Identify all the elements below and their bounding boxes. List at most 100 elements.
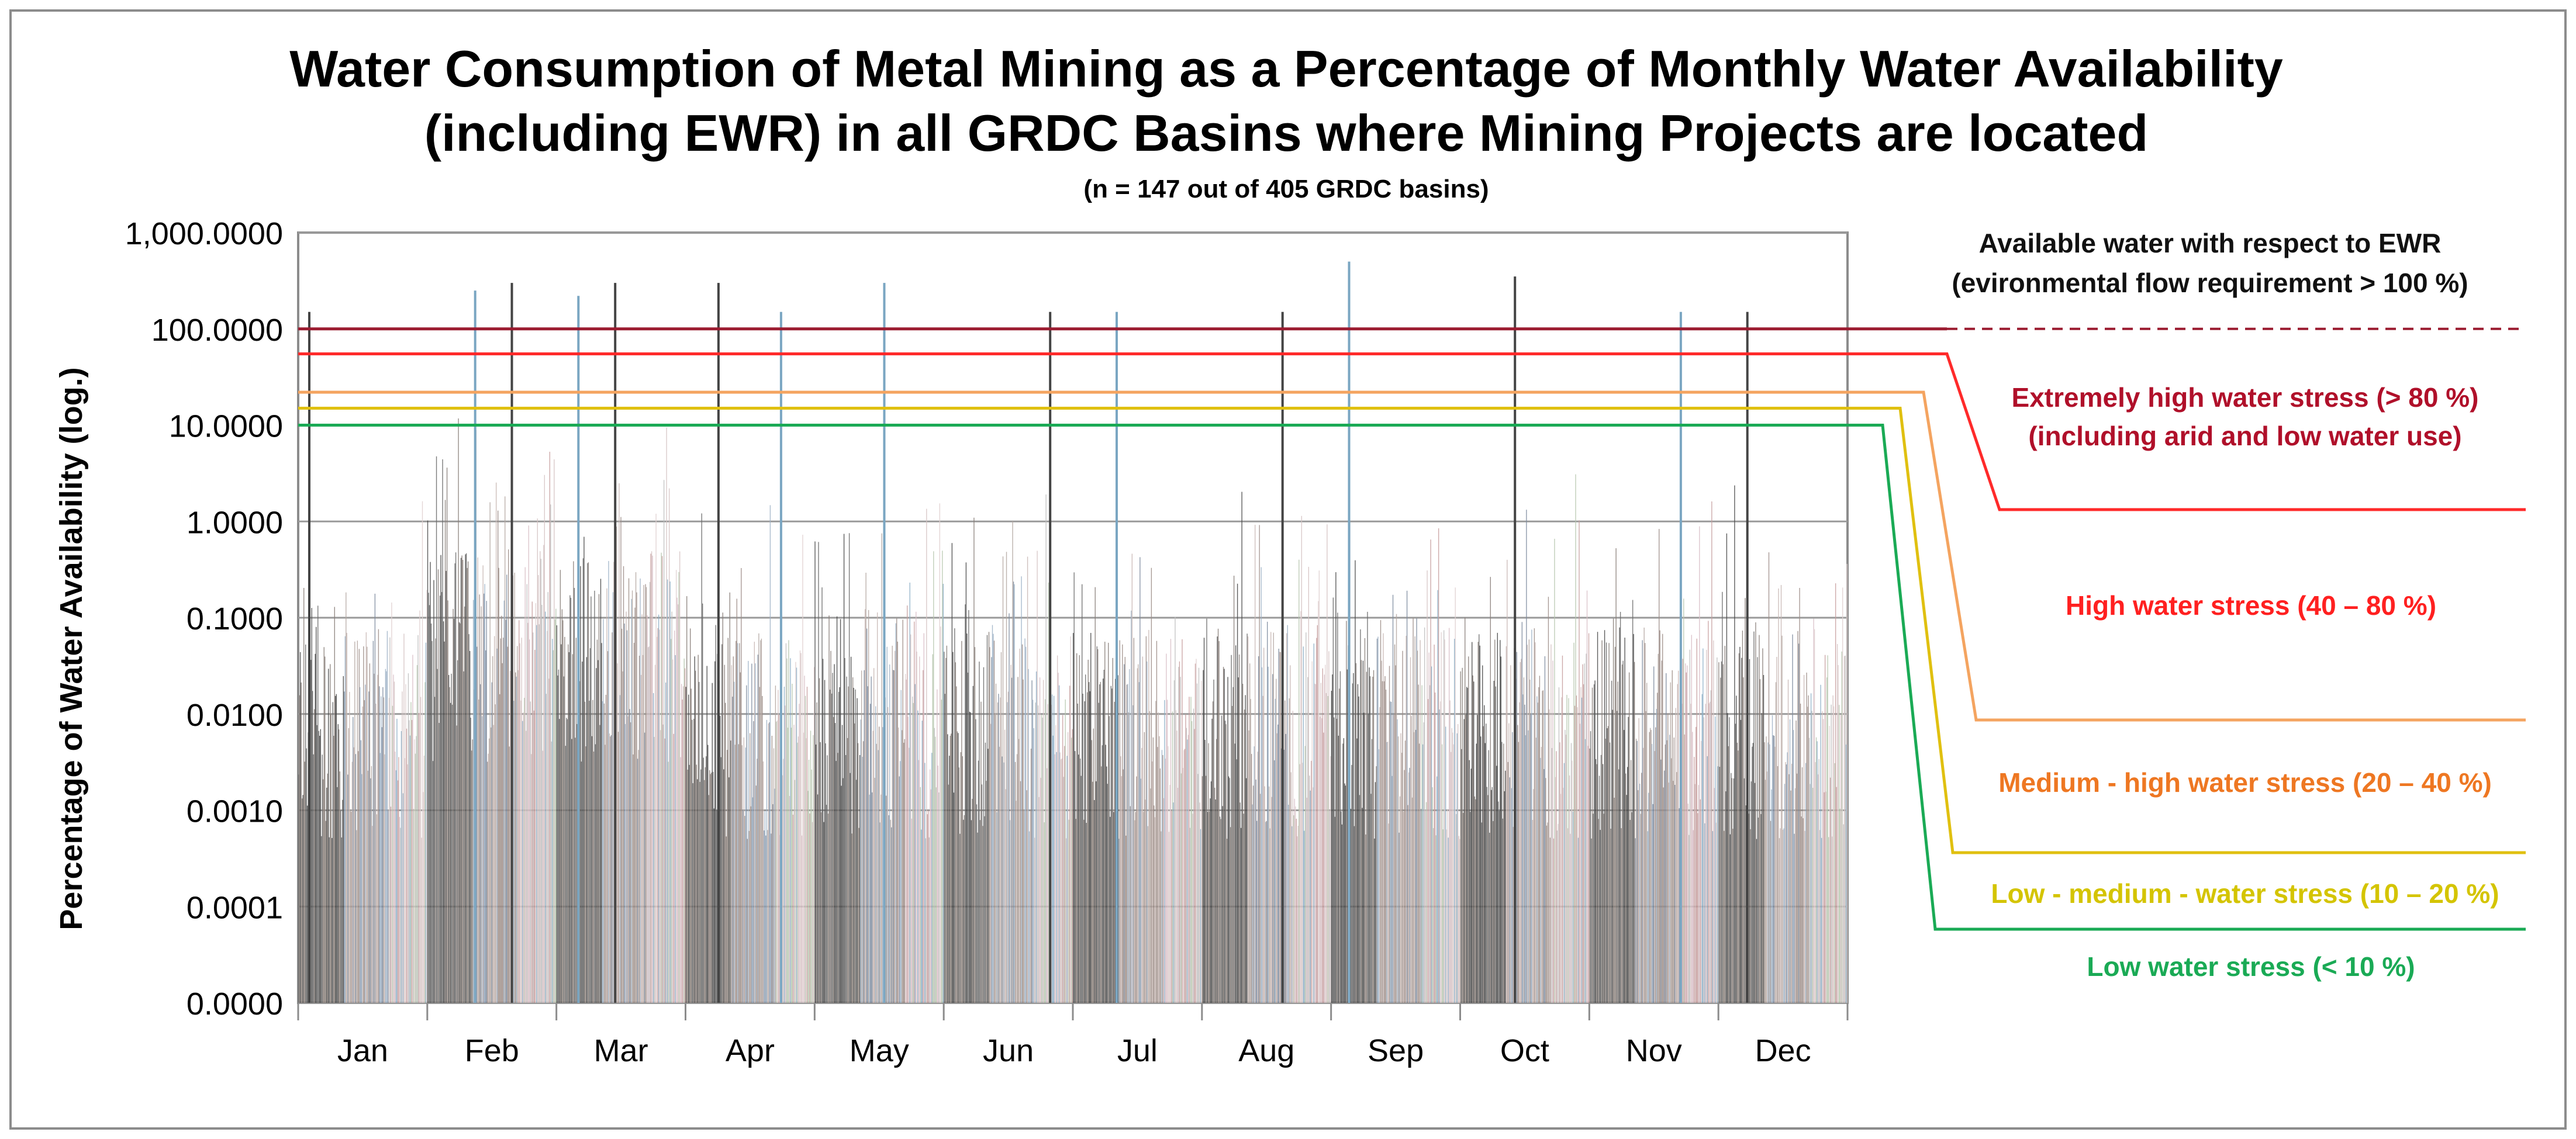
- bar: [371, 766, 372, 1003]
- bar: [1410, 657, 1411, 1003]
- bar: [1080, 776, 1082, 1003]
- bar: [1587, 746, 1589, 1003]
- bar: [1470, 768, 1472, 1003]
- bar: [1311, 661, 1313, 1003]
- bar: [514, 572, 515, 1003]
- bar: [952, 652, 954, 1003]
- bar: [1066, 756, 1068, 1003]
- label-low: Low water stress (< 10 %): [2087, 951, 2415, 982]
- bar: [596, 639, 598, 1003]
- bar: [1813, 618, 1814, 1003]
- bar: [1211, 718, 1213, 1003]
- bar: [326, 787, 327, 1003]
- bar: [998, 694, 999, 1003]
- bar: [1505, 646, 1507, 1003]
- bar: [344, 636, 346, 1003]
- bar: [1404, 740, 1406, 1003]
- bar: [1018, 739, 1020, 1003]
- bar: [560, 570, 561, 1003]
- bar: [666, 427, 667, 1003]
- bar: [1265, 822, 1266, 1003]
- bar: [1843, 656, 1845, 1003]
- bar: [470, 718, 471, 1003]
- bar: [454, 563, 455, 1003]
- bar: [551, 741, 553, 1003]
- bar: [1428, 652, 1429, 1003]
- bar: [1366, 671, 1368, 1003]
- bar: [1624, 638, 1625, 1003]
- bar: [1501, 742, 1503, 1003]
- bar: [1508, 723, 1510, 1003]
- bar: [933, 551, 934, 1003]
- bar: [1622, 660, 1624, 1003]
- bar: [334, 607, 335, 1003]
- bar: [738, 744, 740, 1003]
- bar-peak: [510, 283, 513, 1003]
- bar: [969, 711, 971, 1003]
- bar: [477, 557, 478, 1003]
- bar: [774, 788, 775, 1003]
- bar: [731, 665, 732, 1003]
- bar: [1218, 641, 1220, 1003]
- bar: [1358, 696, 1359, 1003]
- bar: [1522, 694, 1524, 1003]
- bar: [1100, 681, 1101, 1003]
- threshold-line-extreme: [298, 352, 2526, 511]
- bar: [710, 774, 711, 1003]
- bar: [634, 607, 636, 1003]
- bar: [1487, 795, 1489, 1003]
- bar: [1755, 622, 1756, 1003]
- bar: [1802, 818, 1804, 1003]
- bar: [1328, 651, 1330, 1003]
- bar: [1394, 644, 1396, 1003]
- bar: [1190, 697, 1192, 1003]
- bar: [1232, 687, 1234, 1003]
- bar: [1229, 778, 1230, 1003]
- bar: [659, 730, 661, 1003]
- bar: [1200, 829, 1201, 1003]
- bar: [613, 562, 614, 1003]
- bar: [449, 687, 450, 1003]
- bar: [858, 828, 859, 1003]
- bar: [422, 501, 423, 1003]
- bar: [415, 753, 416, 1003]
- bar: [1301, 515, 1302, 1003]
- bar: [1834, 763, 1835, 1003]
- bar: [447, 600, 448, 1003]
- bar: [1685, 663, 1686, 1003]
- bar: [1819, 830, 1821, 1003]
- bar: [1767, 742, 1769, 1003]
- bar: [1293, 815, 1294, 1003]
- bar: [1040, 777, 1041, 1003]
- bar: [469, 650, 471, 1003]
- bar: [786, 658, 788, 1003]
- bar: [1134, 820, 1135, 1003]
- bar: [793, 725, 795, 1003]
- bar: [648, 646, 650, 1003]
- bar: [1017, 677, 1018, 1003]
- bar: [363, 646, 364, 1003]
- bar: [1601, 640, 1603, 1003]
- bar: [1670, 682, 1671, 1003]
- bar: [1087, 659, 1089, 1003]
- bar: [865, 573, 866, 1003]
- bar: [1047, 704, 1048, 1003]
- bar: [1186, 728, 1187, 1003]
- bar: [463, 671, 464, 1003]
- bar: [851, 833, 852, 1003]
- bar: [543, 545, 544, 1003]
- bar: [1633, 633, 1634, 1003]
- bar: [789, 796, 790, 1003]
- bar: [800, 653, 802, 1003]
- bar: [1577, 837, 1579, 1003]
- bar: [1169, 785, 1170, 1003]
- bar: [1798, 643, 1800, 1003]
- bar: [1617, 681, 1618, 1003]
- bar: [1070, 636, 1071, 1003]
- bar: [1012, 521, 1013, 1003]
- bar: [1159, 768, 1161, 1003]
- bar: [544, 475, 545, 1003]
- bar: [1137, 668, 1138, 1003]
- bar: [400, 731, 402, 1003]
- bar: [1463, 719, 1465, 1003]
